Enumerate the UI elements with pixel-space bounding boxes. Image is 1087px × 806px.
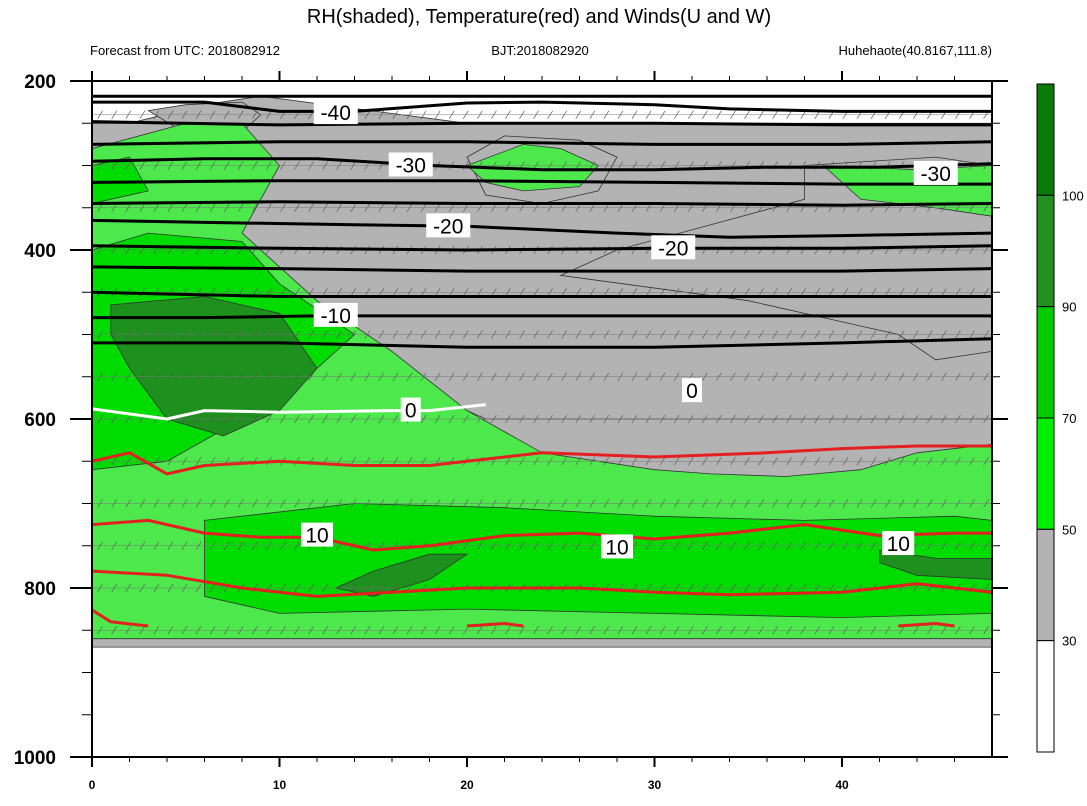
contour-label-bg (601, 534, 633, 559)
temperature-contour--20 (92, 244, 992, 252)
plot-content (92, 94, 992, 648)
temperature-contour-20 (466, 622, 524, 628)
chart-title: RH(shaded), Temperature(red) and Winds(U… (307, 6, 771, 28)
y-tick-label: 600 (24, 410, 56, 431)
forecast-label: Forecast from UTC: 2018082912 (90, 43, 280, 58)
temperature-contour--30 (92, 140, 992, 146)
x-tick-label: 40 (835, 778, 849, 792)
colorbar-label: 90 (1062, 300, 1076, 315)
temperature-contour-0 (92, 403, 486, 421)
temperature-contour--30 (92, 179, 992, 186)
colorbar-label: 30 (1062, 634, 1076, 649)
rh-region-90 (110, 296, 318, 437)
colorbar-box (1036, 83, 1055, 196)
contour-label: 10 (605, 536, 628, 559)
temperature-contour--40 (92, 100, 992, 113)
colorbar-box (1036, 640, 1055, 753)
temperature-contour-15 (92, 569, 992, 598)
contour-label-bg (388, 152, 433, 177)
contour-label-bg (313, 100, 358, 125)
contour-label: -10 (321, 305, 351, 328)
x-tick-label: 30 (648, 778, 662, 792)
contour-label-bg (313, 302, 358, 327)
colorbar-label: 100 (1062, 188, 1084, 203)
colorbar-box (1036, 194, 1055, 308)
contour-label: -40 (321, 102, 351, 125)
contour-label-bg (426, 213, 471, 238)
temperature-contour--40 (92, 120, 992, 127)
temperature-contour--20 (92, 218, 992, 239)
y-tick-label: 200 (24, 72, 56, 93)
x-tick-label: 0 (89, 778, 96, 792)
temperature-contour--10 (92, 337, 992, 349)
rh-region-90 (879, 549, 992, 580)
x-tick-label: 20 (460, 778, 474, 792)
y-tick-label: 800 (24, 579, 56, 600)
temperature-contour-20 (92, 608, 149, 628)
temperature-contour--30 (92, 200, 992, 207)
temperature-contour--10 (92, 314, 992, 320)
contour-label-bg (882, 531, 915, 556)
contour-label: 0 (686, 380, 698, 403)
y-tick-label: 400 (24, 241, 56, 262)
temperature-contour-10 (92, 518, 992, 552)
rh-region-70 (204, 503, 992, 619)
contour-label-bg (400, 397, 421, 422)
colorbar: 100 90 70 50 30 (1036, 83, 1084, 753)
colorbar-box (1036, 417, 1055, 530)
contour-label: -20 (433, 215, 463, 238)
contour-label-bg (651, 235, 696, 260)
contour-label: -30 (396, 155, 426, 178)
contour-label: -20 (658, 237, 688, 260)
temperature-contour--30 (92, 157, 992, 172)
contour-label: 0 (405, 400, 417, 423)
temperature-contour-20 (898, 622, 955, 628)
contour-label-bg (913, 160, 958, 185)
contour-label-bg (682, 378, 702, 403)
x-tick-label: 10 (273, 778, 287, 792)
contour-label: 10 (887, 533, 910, 556)
y-tick-label: 1000 (14, 748, 56, 769)
temperature-contour--10 (92, 290, 992, 298)
colorbar-label: 50 (1062, 522, 1076, 537)
colorbar-box (1036, 306, 1055, 419)
temperature-contour-5 (92, 444, 992, 476)
colorbar-label: 70 (1062, 411, 1076, 426)
contour-label-bg (301, 522, 333, 547)
station-label: Huhehaote(40.8167,111.8) (839, 43, 992, 58)
contour-label: -30 (921, 163, 951, 186)
temperature-contour--20 (92, 265, 992, 273)
rh-region-50 (466, 143, 599, 192)
bjt-label: BJT:2018082920 (491, 43, 589, 58)
colorbar-box (1036, 528, 1055, 642)
contour-label: 10 (305, 525, 328, 548)
